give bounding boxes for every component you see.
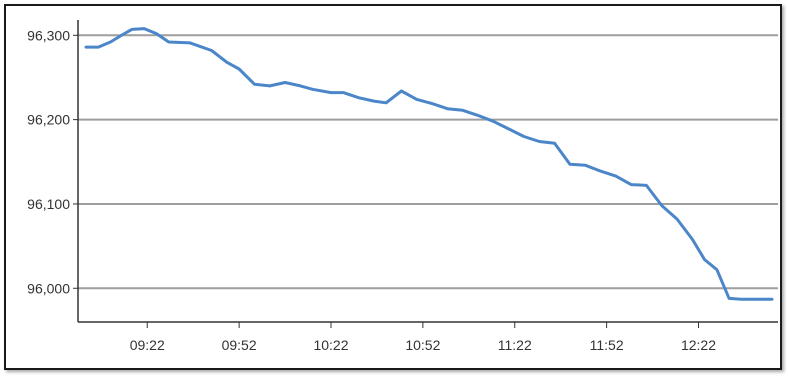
axes (77, 20, 778, 323)
series-layer (84, 27, 774, 301)
y-tick-label: 96,200 (27, 112, 70, 128)
y-tick-label: 96,000 (27, 280, 70, 296)
gridlines (78, 34, 778, 290)
x-tick-label: 09:22 (130, 337, 165, 353)
x-tick-label: 10:52 (405, 337, 440, 353)
y-tick-label: 96,300 (27, 27, 70, 43)
x-tick-label: 11:52 (590, 337, 624, 353)
x-axis-ticks: 09:22 09:52 10:22 10:52 11:22 11:52 12:22 (130, 322, 716, 353)
y-axis-ticks: 96,000 96,100 96,200 96,300 (27, 27, 78, 296)
x-tick-label: 12:22 (681, 337, 716, 353)
chart-frame (4, 4, 782, 370)
x-tick-label: 09:52 (222, 337, 257, 353)
x-tick-label: 10:22 (313, 337, 348, 353)
x-tick-label: 11:22 (498, 337, 532, 353)
series-line-0 (84, 27, 774, 301)
y-tick-label: 96,100 (27, 196, 70, 212)
